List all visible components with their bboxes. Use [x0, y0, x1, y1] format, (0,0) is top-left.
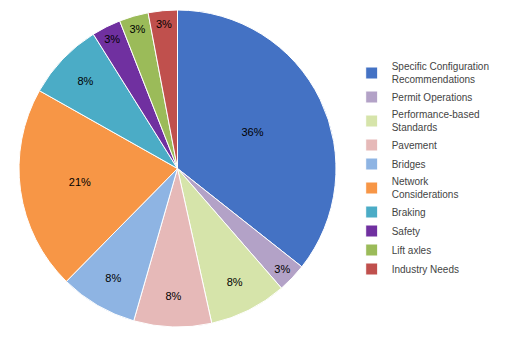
svg-text:3%: 3% — [274, 263, 290, 275]
svg-text:8%: 8% — [77, 75, 93, 87]
svg-text:Industry Needs: Industry Needs — [392, 264, 459, 275]
svg-text:Bridges: Bridges — [392, 159, 426, 170]
svg-text:Lift axles: Lift axles — [392, 245, 431, 256]
svg-text:Specific ConfigurationRecommen: Specific ConfigurationRecommendations — [392, 61, 489, 85]
svg-text:8%: 8% — [227, 276, 243, 288]
svg-text:Safety: Safety — [392, 226, 420, 237]
svg-text:8%: 8% — [165, 290, 181, 302]
svg-text:3%: 3% — [129, 23, 145, 35]
svg-text:3%: 3% — [104, 33, 120, 45]
svg-text:Performance-basedStandards: Performance-basedStandards — [392, 109, 480, 133]
svg-text:3%: 3% — [156, 18, 172, 30]
svg-text:Pavement: Pavement — [392, 140, 437, 151]
svg-text:Braking: Braking — [392, 207, 426, 218]
svg-text:8%: 8% — [105, 272, 121, 284]
svg-text:NetworkConsiderations: NetworkConsiderations — [392, 176, 459, 200]
svg-text:36%: 36% — [241, 126, 263, 138]
svg-text:21%: 21% — [69, 176, 91, 188]
svg-text:Permit Operations: Permit Operations — [392, 92, 473, 103]
